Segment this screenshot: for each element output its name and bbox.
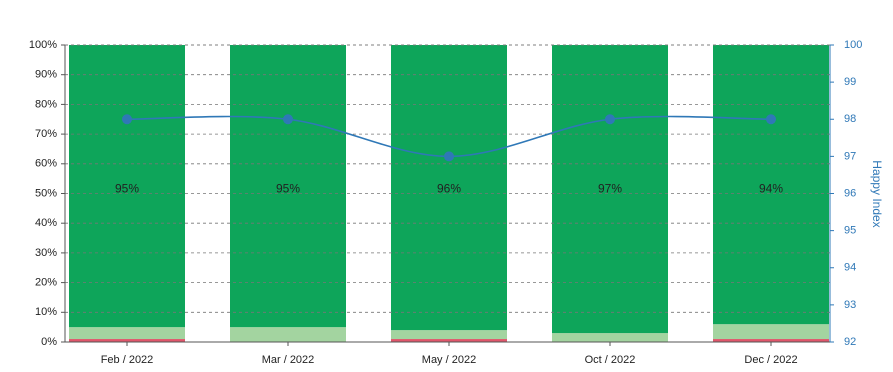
bar-segment	[230, 45, 346, 328]
line-point	[444, 151, 454, 162]
line-point	[766, 114, 776, 125]
y2-tick-label: 100	[844, 39, 862, 51]
y2-axis-label: Happy Index	[870, 160, 884, 227]
data-label: 96%	[437, 182, 461, 196]
y-tick-label: 50%	[35, 187, 57, 199]
y2-tick-label: 95	[844, 225, 856, 237]
y-tick-label: 60%	[35, 158, 57, 170]
bar-segment	[69, 339, 185, 342]
bar-segment	[713, 339, 829, 342]
y2-tick-label: 98	[844, 113, 856, 125]
x-tick-label: Oct / 2022	[585, 354, 636, 366]
data-label: 97%	[598, 182, 622, 196]
y-tick-label: 90%	[35, 69, 57, 81]
y-tick-label: 10%	[35, 306, 57, 318]
x-tick-label: May / 2022	[422, 354, 476, 366]
y-tick-label: 80%	[35, 98, 57, 110]
y-tick-label: 30%	[35, 247, 57, 259]
x-tick-label: Dec / 2022	[744, 354, 797, 366]
y-tick-label: 20%	[35, 277, 57, 289]
bar-segment	[391, 339, 507, 342]
y2-tick-label: 97	[844, 150, 856, 162]
bar-segment	[230, 327, 346, 342]
data-label: 95%	[115, 182, 139, 196]
x-tick-label: Feb / 2022	[101, 354, 154, 366]
bar-segment	[713, 45, 829, 325]
x-tick-label: Mar / 2022	[262, 354, 315, 366]
y2-tick-label: 92	[844, 336, 856, 348]
bar-segment	[552, 333, 668, 342]
y2-tick-label: 99	[844, 76, 856, 88]
bar-segment	[552, 45, 668, 334]
y2-tick-label: 96	[844, 187, 856, 199]
bar-segment	[69, 327, 185, 340]
line-point	[283, 114, 293, 125]
y-tick-label: 40%	[35, 217, 57, 229]
y-tick-label: 0%	[41, 336, 57, 348]
bar-segment	[391, 330, 507, 340]
data-label: 95%	[276, 182, 300, 196]
y2-tick-label: 94	[844, 262, 856, 274]
line-point	[605, 114, 615, 125]
y-tick-label: 70%	[35, 128, 57, 140]
y2-tick-label: 93	[844, 299, 856, 311]
bar-segment	[713, 324, 829, 340]
y-tick-label: 100%	[29, 39, 57, 51]
line-point	[122, 114, 132, 125]
data-label: 94%	[759, 182, 783, 196]
bar-segment	[69, 45, 185, 328]
